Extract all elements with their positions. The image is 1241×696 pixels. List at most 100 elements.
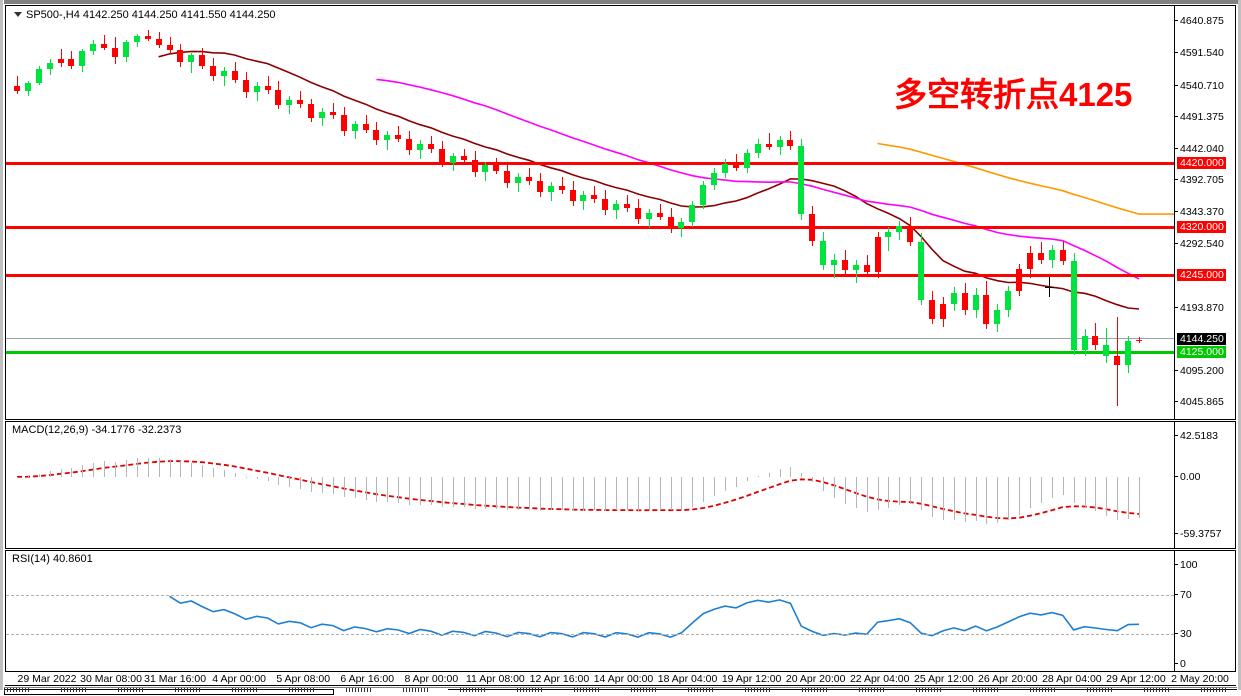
rsi-overlay-svg xyxy=(169,595,1140,639)
price-axis[interactable]: 4640.875 4591.540 4540.710 4491.375 4442.040… xyxy=(1174,6,1235,419)
macd-histogram-bar xyxy=(126,460,127,477)
candle-body xyxy=(101,44,107,49)
price-axis-tick: 4392.705 xyxy=(1175,175,1224,186)
macd-histogram-bar xyxy=(39,473,40,477)
scrollbar-tickmark xyxy=(523,688,524,692)
price-plot-area[interactable] xyxy=(6,6,1174,419)
scrollbar-tickmark xyxy=(1108,688,1109,692)
candle-body xyxy=(112,48,118,58)
scrollbar-tickmark xyxy=(73,688,74,692)
macd-axis[interactable]: 42.5183 0.00 -59.3757 xyxy=(1174,422,1235,548)
candle-wick xyxy=(736,153,737,171)
price-level-label-4144-250[interactable]: 4144.250 xyxy=(1177,333,1226,346)
candle-body xyxy=(875,237,881,272)
candle-body xyxy=(352,124,358,131)
macd-histogram-bar xyxy=(289,476,290,487)
scrollbar-tickmark xyxy=(358,688,359,692)
macd-plot-area[interactable] xyxy=(6,422,1174,548)
macd-histogram-bar xyxy=(61,468,62,477)
macd-histogram-bar xyxy=(1117,476,1118,520)
macd-histogram-bar xyxy=(278,476,279,485)
candle-wick xyxy=(224,66,225,87)
scrollbar-tickmark xyxy=(409,688,410,692)
scrollbar-tickmark xyxy=(484,688,485,692)
scrollbar-thumb[interactable] xyxy=(4,689,334,695)
window-frame-left xyxy=(0,0,4,690)
candle-body xyxy=(308,103,314,119)
macd-histogram-bar xyxy=(442,476,443,507)
scrollbar-tickmark xyxy=(70,688,71,692)
scrollbar-tickmark xyxy=(238,688,239,692)
time-axis-label: 29 Mar 2022 xyxy=(17,673,77,685)
candle-body xyxy=(548,185,554,193)
price-level-line-4320-000[interactable] xyxy=(6,225,1174,229)
price-axis-tick: 4045.865 xyxy=(1175,397,1224,408)
price-axis-tick: 4343.370 xyxy=(1175,207,1224,217)
rsi-legend: RSI(14) 40.8601 xyxy=(12,553,93,565)
scrollbar-tickmark xyxy=(988,688,989,692)
macd-histogram-bar xyxy=(409,476,410,505)
time-axis[interactable]: 29 Mar 2022 30 Mar 08:00 31 Mar 16:00 4 Apr… xyxy=(5,673,1236,686)
price-level-label-4420-000[interactable]: 4420.000 xyxy=(1177,156,1226,169)
candle-wick xyxy=(387,130,388,151)
triangle-down-icon[interactable] xyxy=(14,11,22,17)
horizontal-scrollbar[interactable] xyxy=(4,687,1237,695)
scrollbar-tickmark xyxy=(175,688,176,692)
scrollbar-tickmark xyxy=(1159,688,1160,692)
time-axis-label: 31 Mar 16:00 xyxy=(144,673,207,685)
scrollbar-track[interactable] xyxy=(448,689,1237,695)
candle-body xyxy=(1038,252,1044,261)
macd-histogram-bar xyxy=(1074,476,1075,504)
candle-body xyxy=(940,303,946,320)
rsi-pane[interactable]: RSI(14) 40.8601 100 70 30 0 xyxy=(5,550,1236,672)
scrollbar-tickmark xyxy=(580,688,581,692)
macd-histogram-bar xyxy=(507,476,508,510)
candle-body xyxy=(809,214,815,241)
scrollbar-tickmark xyxy=(757,688,758,692)
rsi-axis[interactable]: 100 70 30 0 xyxy=(1174,551,1235,671)
candle-body xyxy=(47,62,53,70)
candle-body xyxy=(646,212,652,220)
macd-histogram-bar xyxy=(1008,476,1009,521)
scrollbar-tickmark xyxy=(1030,688,1031,692)
macd-histogram-bar xyxy=(649,476,650,511)
price-level-line-4420-000[interactable] xyxy=(6,161,1174,165)
macd-histogram-bar xyxy=(867,476,868,512)
price-level-line-4125-000[interactable] xyxy=(6,350,1174,354)
price-level-label-4245-000[interactable]: 4245.000 xyxy=(1177,268,1226,281)
macd-pane[interactable]: MACD(12,26,9) -34.1776 -32.2373 42.5183 0… xyxy=(5,421,1236,549)
scrollbar-tickmark xyxy=(655,688,656,692)
scrollbar-tickmark xyxy=(61,688,62,692)
macd-histogram-bar xyxy=(747,476,748,482)
candle-body xyxy=(831,260,837,266)
price-level-label-4320-000[interactable]: 4320.000 xyxy=(1177,220,1226,233)
scrollbar-tickmark xyxy=(1153,688,1154,692)
price-level-line-4144-250[interactable] xyxy=(6,338,1174,340)
rsi-plot-area[interactable] xyxy=(6,551,1174,671)
scrollbar-tickmark xyxy=(1207,688,1208,692)
macd-histogram-bar xyxy=(551,476,552,511)
macd-histogram-bar xyxy=(605,476,606,511)
scrollbar-tickmark xyxy=(1225,688,1226,692)
scrollbar-tickmark xyxy=(1111,688,1112,692)
price-level-label-4125-000[interactable]: 4125.000 xyxy=(1177,345,1226,358)
macd-overlay-svg xyxy=(16,460,1140,520)
macd-histogram-bar xyxy=(1030,476,1031,508)
scrollbar-tickmark xyxy=(1147,688,1148,692)
scrollbar-tickmark xyxy=(529,688,530,692)
scrollbar-tickmark xyxy=(592,688,593,692)
macd-histogram-bar xyxy=(387,476,388,503)
scrollbar-tickmark xyxy=(973,688,974,692)
scrollbar-tickmark xyxy=(247,688,248,692)
price-level-line-4245-000[interactable] xyxy=(6,273,1174,277)
macd-histogram-bar xyxy=(170,458,171,477)
scrollbar-tickmark xyxy=(748,688,749,692)
candle-body xyxy=(973,294,979,311)
scrollbar-tickmark xyxy=(13,688,14,692)
price-chart-pane[interactable]: SP500-,H4 4142.250 4144.250 4141.550 414… xyxy=(5,5,1236,420)
scrollbar-tickmark xyxy=(922,688,923,692)
scrollbar-tickmark xyxy=(637,688,638,692)
scrollbar-tickmark xyxy=(184,688,185,692)
macd-histogram-bar xyxy=(627,476,628,511)
scrollbar-tickmark xyxy=(250,688,251,692)
